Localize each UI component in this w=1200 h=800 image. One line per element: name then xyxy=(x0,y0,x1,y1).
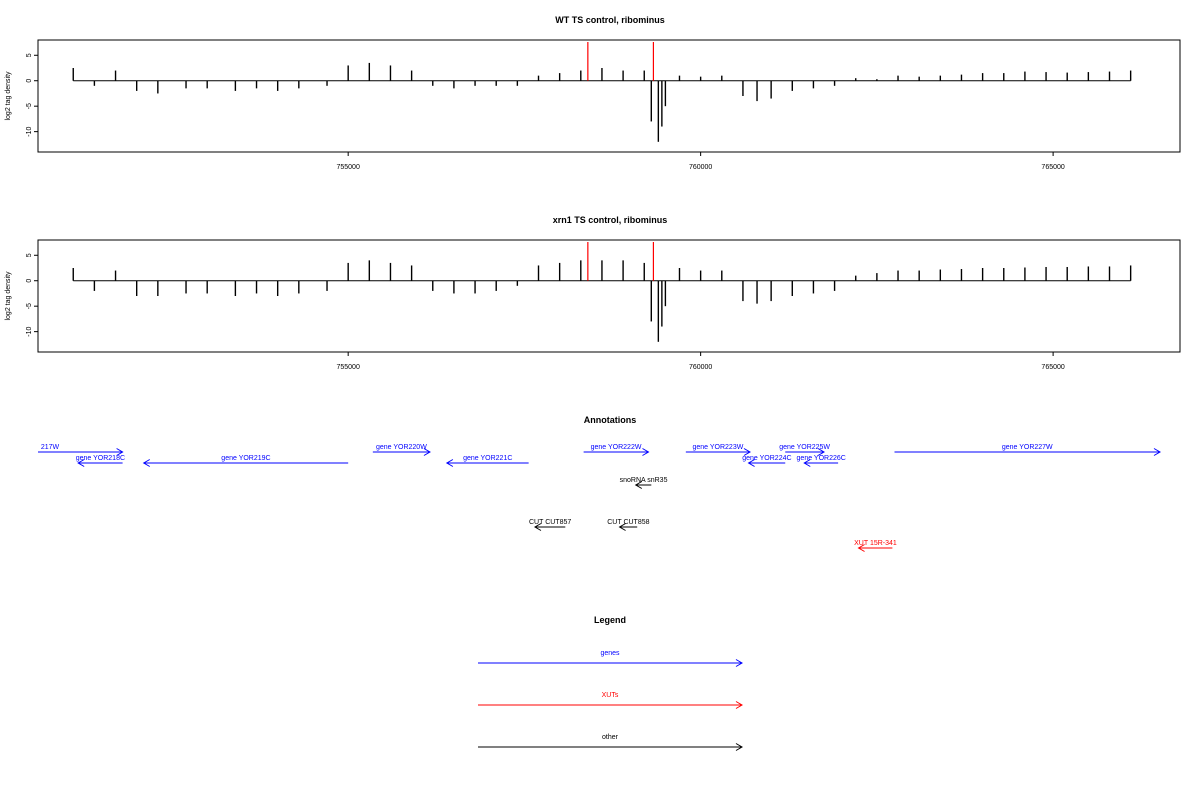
annotations-panel: Annotations 217W gene YOR218C gene YOR219C… xyxy=(38,415,1161,552)
feature-arrowhead xyxy=(116,448,124,456)
xrn1-track-title: xrn1 TS control, ribominus xyxy=(553,215,668,225)
x-tick-label: 755000 xyxy=(336,164,359,171)
feature-arrowhead xyxy=(533,523,542,531)
x-tick-label: 760000 xyxy=(689,364,712,371)
xrn1-bar-group xyxy=(72,242,1132,342)
annotation-feature: gene YOR221C xyxy=(445,455,529,467)
legend-label: other xyxy=(602,734,619,741)
feature-label: XUT 15R-341 xyxy=(854,540,897,547)
feature-arrowhead xyxy=(77,459,85,467)
wt-track-title: WT TS control, ribominus xyxy=(555,15,665,25)
annotation-feature: gene YOR227W xyxy=(894,444,1161,456)
feature-label: CUT CUT857 xyxy=(529,519,571,526)
feature-arrowhead xyxy=(634,481,643,489)
legend-arrowhead xyxy=(735,701,743,709)
feature-label: gene YOR224C xyxy=(742,455,791,462)
wt-plot-frame xyxy=(37,39,1181,153)
feature-label: CUT CUT858 xyxy=(607,519,649,526)
feature-label: snoRNA snR35 xyxy=(620,477,668,484)
xrn1-track-panel: xrn1 TS control, ribominus log2 tag dens… xyxy=(5,215,1181,371)
legend-arrowhead xyxy=(735,743,743,751)
wt-track-panel: WT TS control, ribominus log2 tag densit… xyxy=(5,15,1181,171)
x-tick-label: 765000 xyxy=(1041,164,1064,171)
annotation-feature: gene YOR220W xyxy=(372,444,431,456)
feature-label: gene YOR223W xyxy=(692,444,743,451)
y-tick-label: 5 xyxy=(26,53,33,57)
feature-label: gene YOR227W xyxy=(1002,444,1053,451)
annotation-feature: CUT CUT857 xyxy=(529,519,571,531)
feature-label: gene YOR221C xyxy=(463,455,512,462)
annotation-feature: XUT 15R-341 xyxy=(854,540,897,552)
xrn1-ylabel: log2 tag density xyxy=(5,271,12,321)
legend-item-genes: genes xyxy=(478,650,743,667)
feature-label: gene YOR225W xyxy=(779,444,830,451)
feature-arrowhead xyxy=(423,448,431,456)
x-tick-label: 755000 xyxy=(336,364,359,371)
y-tick-label: -10 xyxy=(26,326,33,336)
legend-panel: Legend genes XUTs other xyxy=(478,615,743,751)
feature-label: 217W xyxy=(41,444,60,451)
xrn1-axes: 5 0 -5 -10 755000 760000 765000 xyxy=(26,253,1065,371)
x-tick-label: 765000 xyxy=(1041,364,1064,371)
annotation-feature: gene YOR219C xyxy=(142,455,349,467)
wt-ylabel: log2 tag density xyxy=(5,71,12,121)
legend-label: genes xyxy=(600,650,620,657)
annotation-feature: gene YOR225W xyxy=(779,444,830,456)
annotation-feature: snoRNA snR35 xyxy=(620,477,668,489)
y-tick-label: -5 xyxy=(26,303,33,309)
annotation-feature: CUT CUT858 xyxy=(607,519,650,531)
feature-arrowhead xyxy=(743,448,751,456)
annotation-feature: gene YOR218C xyxy=(76,455,125,467)
legend-title: Legend xyxy=(594,615,626,625)
legend-label: XUTs xyxy=(602,692,619,699)
annotation-feature: gene YOR223W xyxy=(685,444,751,456)
feature-arrowhead xyxy=(803,459,811,467)
feature-label: gene YOR222W xyxy=(591,444,642,451)
legend-item-other: other xyxy=(478,734,743,751)
feature-label: gene YOR219C xyxy=(221,455,270,462)
y-tick-label: 5 xyxy=(26,253,33,257)
feature-label: gene YOR220W xyxy=(376,444,427,451)
wt-axes: 5 0 -5 -10 755000 760000 765000 xyxy=(26,53,1065,171)
annotation-feature: gene YOR226C xyxy=(797,455,846,467)
y-tick-label: 0 xyxy=(26,279,33,283)
y-tick-label: -5 xyxy=(26,103,33,109)
feature-arrowhead xyxy=(747,459,755,467)
feature-label: gene YOR226C xyxy=(797,455,846,462)
feature-arrowhead xyxy=(857,544,865,552)
legend-item-XUTs: XUTs xyxy=(478,692,743,709)
wt-bar-group xyxy=(72,42,1132,142)
legend-arrowhead xyxy=(735,659,743,667)
feature-label: gene YOR218C xyxy=(76,455,125,462)
annotation-feature: 217W xyxy=(38,444,124,456)
feature-arrowhead xyxy=(817,448,825,456)
annotation-feature: gene YOR222W xyxy=(583,444,650,456)
feature-arrowhead xyxy=(445,459,454,467)
annotation-features: 217W gene YOR218C gene YOR219C gene YOR220W… xyxy=(38,444,1161,552)
legend-items: genes XUTs other xyxy=(478,650,743,751)
feature-arrowhead xyxy=(618,523,626,531)
feature-arrowhead xyxy=(142,459,150,467)
xrn1-plot-frame xyxy=(37,239,1181,353)
annotation-feature: gene YOR224C xyxy=(742,455,792,467)
y-tick-label: 0 xyxy=(26,79,33,83)
x-tick-label: 760000 xyxy=(689,164,712,171)
y-tick-label: -10 xyxy=(26,126,33,136)
feature-arrowhead xyxy=(1153,448,1161,456)
annotations-title: Annotations xyxy=(584,415,637,425)
feature-arrowhead xyxy=(642,448,650,456)
